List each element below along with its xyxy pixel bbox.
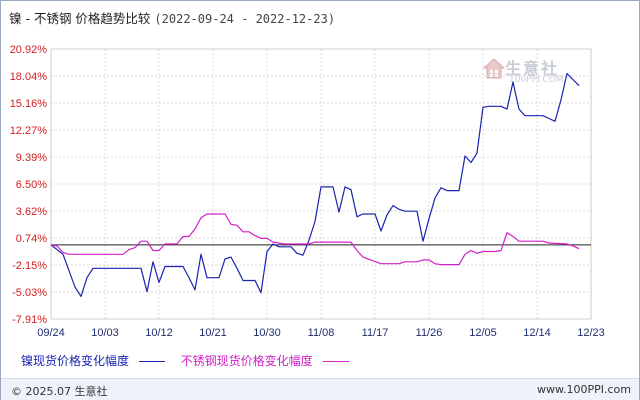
x-tick-label: 12/14 (523, 327, 551, 339)
legend-label-stainless: 不锈钢现货价格变化幅度 (180, 354, 313, 368)
line-chart: 20.92% 18.04% 15.16% 12.27% 9.39% 6.50% 3.62% 0… (10, 44, 605, 339)
watermark: 生意社 100PPI.COM (482, 58, 564, 85)
y-tick-label: 0.74% (16, 233, 47, 245)
x-tick-label: 10/12 (145, 327, 173, 339)
watermark-url: 100PPI.COM (509, 75, 564, 85)
series-line-stainless (50, 213, 580, 266)
x-tick-label: 12/23 (577, 327, 605, 339)
x-tick-label: 10/30 (253, 327, 281, 339)
chart-title: 镍 - 不锈钢 价格趋势比较 (2022-09-24 - 2022-12-23) (9, 8, 335, 27)
x-tick-label: 11/08 (308, 327, 335, 339)
series-line-nickel (50, 72, 580, 297)
x-tick-label: 10/03 (91, 327, 119, 339)
x-tick-label: 11/26 (416, 327, 443, 339)
y-axis-ticks: 20.92% 18.04% 15.16% 12.27% 9.39% 6.50% 3.62% 0… (10, 44, 48, 326)
y-tick-label: 9.39% (16, 152, 47, 164)
y-tick-label: -7.91% (12, 314, 47, 326)
y-tick-label: 6.50% (16, 179, 47, 191)
legend-item-nickel: 镍现货价格变化幅度 (21, 352, 165, 369)
series-lines (50, 72, 580, 297)
house-logo-icon (482, 58, 506, 79)
legend-label-nickel: 镍现货价格变化幅度 (21, 354, 130, 368)
x-tick-label: 09/24 (37, 327, 65, 339)
legend-swatch-stainless (322, 361, 349, 362)
site-link[interactable]: www.100PPI.com (537, 383, 631, 396)
y-tick-label: 3.62% (16, 206, 47, 218)
chart-grid (50, 48, 592, 320)
x-tick-label: 10/21 (199, 327, 227, 339)
y-tick-label: -2.15% (12, 260, 47, 272)
y-tick-label: -5.03% (12, 287, 47, 299)
copyright-text: © 2025.07 生意社 (11, 385, 108, 398)
y-tick-label: 12.27% (10, 125, 48, 137)
x-tick-label: 11/17 (362, 327, 389, 339)
x-axis-ticks: 09/24 10/03 10/12 10/21 10/30 11/08 11/17 11/26… (37, 327, 605, 339)
x-tick-label: 12/05 (469, 327, 497, 339)
y-tick-label: 20.92% (10, 44, 48, 56)
watermark-brand: 生意社 (505, 59, 560, 78)
legend-swatch-nickel (138, 361, 165, 362)
date-range: (2022-09-24 - 2022-12-23) (154, 12, 336, 26)
y-tick-label: 15.16% (10, 98, 48, 110)
title-text: 镍 - 不锈钢 价格趋势比较 (9, 11, 151, 26)
legend: 镍现货价格变化幅度 不锈钢现货价格变化幅度 (21, 352, 361, 369)
footer-bar: © 2025.07 生意社 www.100PPI.com (1, 378, 639, 400)
legend-item-stainless: 不锈钢现货价格变化幅度 (181, 352, 349, 369)
y-tick-label: 18.04% (10, 71, 48, 83)
